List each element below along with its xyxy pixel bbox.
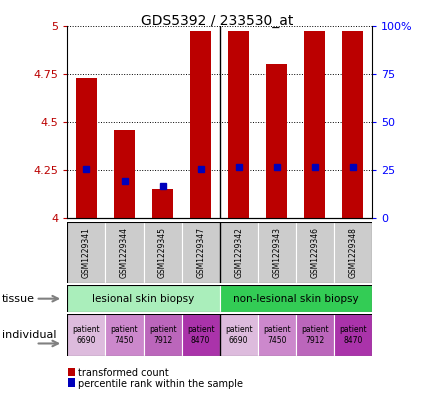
Text: GSM1229347: GSM1229347 — [196, 227, 205, 278]
Bar — [219, 314, 257, 356]
Bar — [190, 31, 210, 218]
Text: tissue: tissue — [2, 294, 35, 304]
Bar — [68, 367, 75, 376]
Text: GSM1229341: GSM1229341 — [82, 227, 91, 278]
Bar — [152, 189, 173, 218]
Text: patient
7912: patient 7912 — [148, 325, 176, 345]
Bar — [304, 31, 325, 218]
Bar — [68, 378, 75, 387]
Bar — [333, 314, 371, 356]
Bar — [143, 314, 181, 356]
Bar — [266, 64, 286, 218]
Bar — [76, 77, 97, 218]
Bar — [67, 285, 219, 312]
Bar — [181, 222, 219, 283]
Text: patient
6690: patient 6690 — [224, 325, 252, 345]
Text: individual: individual — [2, 330, 56, 340]
Text: transformed count: transformed count — [78, 367, 169, 378]
Text: lesional skin biopsy: lesional skin biopsy — [92, 294, 194, 304]
Bar — [105, 222, 143, 283]
Text: patient
7912: patient 7912 — [300, 325, 328, 345]
Bar — [333, 222, 371, 283]
Bar — [67, 222, 105, 283]
Text: GDS5392 / 233530_at: GDS5392 / 233530_at — [141, 14, 293, 28]
Bar — [67, 314, 105, 356]
Bar — [219, 222, 257, 283]
Text: patient
8470: patient 8470 — [338, 325, 366, 345]
Text: GSM1229342: GSM1229342 — [233, 227, 243, 278]
Text: non-lesional skin biopsy: non-lesional skin biopsy — [233, 294, 358, 304]
Text: percentile rank within the sample: percentile rank within the sample — [78, 378, 243, 389]
Bar — [114, 130, 135, 218]
Text: patient
7450: patient 7450 — [262, 325, 290, 345]
Text: patient
8470: patient 8470 — [186, 325, 214, 345]
Bar — [257, 314, 295, 356]
Bar — [105, 314, 143, 356]
Text: GSM1229344: GSM1229344 — [120, 227, 129, 278]
Text: patient
6690: patient 6690 — [72, 325, 100, 345]
Bar — [181, 314, 219, 356]
Bar — [143, 222, 181, 283]
Bar — [219, 285, 371, 312]
Bar — [228, 31, 249, 218]
Text: GSM1229343: GSM1229343 — [272, 227, 281, 278]
Bar — [257, 222, 295, 283]
Bar — [342, 31, 362, 218]
Bar — [295, 314, 333, 356]
Text: GSM1229348: GSM1229348 — [348, 227, 357, 278]
Text: patient
7450: patient 7450 — [110, 325, 138, 345]
Bar — [295, 222, 333, 283]
Text: GSM1229345: GSM1229345 — [158, 227, 167, 278]
Text: GSM1229346: GSM1229346 — [309, 227, 319, 278]
